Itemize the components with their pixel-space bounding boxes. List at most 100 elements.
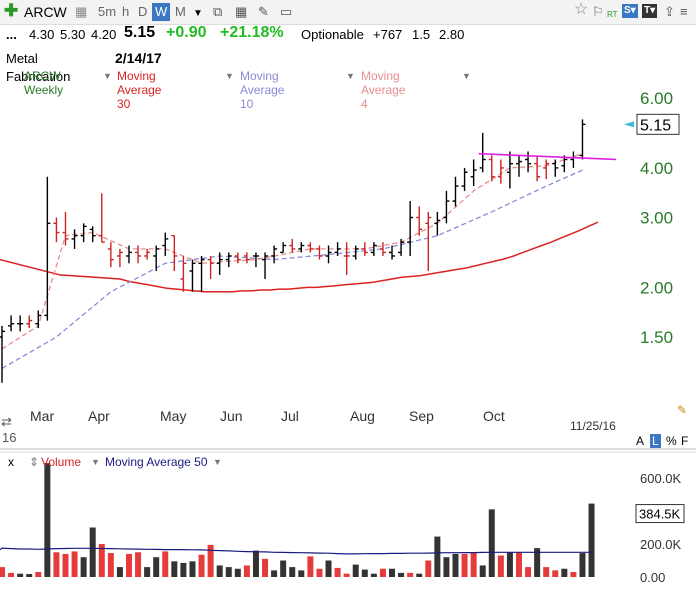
pencil-icon[interactable]: ✎ — [258, 4, 269, 19]
scale-pct[interactable]: % — [666, 434, 677, 448]
volume-tick-label: 600.0K — [640, 471, 682, 486]
volume-bar — [271, 570, 278, 577]
volume-updown-icon[interactable]: ⇕ — [29, 455, 40, 469]
price-bar — [334, 242, 341, 256]
volume-bar — [379, 568, 386, 577]
x-tick-label: Apr — [88, 408, 110, 424]
legend-ma30-caret[interactable]: ▼ — [225, 71, 234, 81]
volume-bar — [588, 503, 595, 577]
t-badge-icon[interactable]: T▾ — [642, 4, 658, 18]
x-tick-label: Aug — [350, 408, 375, 424]
alert-icon[interactable]: ⚐ — [592, 4, 604, 19]
note-icon[interactable]: ▭ — [280, 4, 293, 19]
year-label: 16 — [2, 430, 17, 445]
price-bar — [579, 119, 586, 160]
volume-ma-label[interactable]: Moving Average 50 — [105, 455, 208, 469]
x-tick-label: May — [160, 408, 186, 424]
volume-bar — [525, 567, 532, 577]
price-bar — [216, 252, 223, 275]
price-bar — [207, 255, 214, 279]
add-icon[interactable]: ✚ — [4, 1, 19, 20]
menu-icon[interactable]: ≡ — [680, 4, 688, 19]
legend-ma4-caret[interactable]: ▼ — [462, 71, 471, 81]
volume-ma-caret[interactable]: ▼ — [213, 457, 222, 467]
symbol-label[interactable]: ARCW — [24, 4, 67, 20]
price-bar — [234, 252, 241, 264]
price-bar — [180, 255, 187, 292]
volume-tick-label: 0.00 — [640, 570, 665, 585]
legend-series-caret[interactable]: ▼ — [103, 71, 112, 81]
volume-bar — [434, 536, 441, 577]
interval-d[interactable]: D — [138, 4, 148, 19]
price-bar — [162, 232, 169, 256]
edit-icon[interactable]: ✎ — [677, 403, 688, 417]
legend-series[interactable]: ARCW Weekly — [24, 69, 64, 97]
volume-panel — [0, 463, 595, 577]
volume-bar — [497, 555, 504, 577]
quote-val2: 2.80 — [439, 27, 465, 42]
volume-bar — [153, 557, 160, 577]
s-badge-icon[interactable]: S▾ — [622, 4, 638, 18]
price-bar — [515, 155, 522, 177]
price-tick-label: 3.00 — [640, 209, 673, 228]
last-price-arrow — [624, 121, 634, 128]
dropdown-icon[interactable]: ▼ — [193, 8, 203, 19]
volume-bar — [280, 560, 287, 577]
quote-change-pct: +21.18% — [220, 24, 284, 41]
volume-label[interactable]: Volume — [41, 455, 82, 469]
volume-bar — [80, 557, 87, 577]
price-bar — [62, 211, 69, 246]
volume-bar — [461, 553, 468, 577]
volume-bar — [35, 572, 42, 577]
price-bar — [26, 315, 33, 329]
last-price-box — [636, 113, 680, 135]
star-icon[interactable]: ☆ — [574, 1, 589, 18]
interval-5m[interactable]: 5m — [98, 4, 117, 19]
legend-ma30[interactable]: Moving Average 30 — [117, 69, 162, 111]
price-tick-label: 6.00 — [640, 89, 673, 108]
volume-bar — [17, 573, 24, 577]
interval-h[interactable]: h — [122, 4, 130, 19]
volume-bar — [180, 562, 187, 577]
scale-l[interactable]: L — [650, 434, 661, 448]
interval-w[interactable]: W — [152, 3, 171, 21]
price-bar — [416, 206, 423, 236]
volume-bar — [125, 553, 132, 577]
date-label: 2/14/17 — [115, 50, 162, 66]
chart-style-icon[interactable]: ▦ — [75, 4, 88, 19]
rt-icon[interactable]: RT — [607, 10, 618, 19]
volume-bar — [53, 552, 60, 577]
price-bar — [506, 151, 513, 189]
volume-bar — [470, 552, 477, 577]
volume-bar — [579, 553, 586, 577]
toolbar: ✚ ARCW ▦ 5m h D W M ▼ ⧉ ▦ ✎ ▭ ☆ ⚐ RT S▾ … — [0, 0, 696, 25]
price-bar — [379, 242, 386, 256]
volume-caret[interactable]: ▼ — [91, 457, 100, 467]
price-bar — [452, 176, 459, 207]
price-bar — [135, 245, 142, 264]
scale-f[interactable]: F — [681, 434, 689, 448]
price-bar — [171, 234, 178, 271]
price-bar — [289, 238, 296, 253]
price-bar — [434, 211, 441, 236]
price-bar — [198, 255, 205, 292]
legend-ma10-caret[interactable]: ▼ — [346, 71, 355, 81]
scale-a[interactable]: A — [636, 434, 645, 448]
price-tick-label: 1.50 — [640, 328, 673, 347]
indicator-icon[interactable]: ⧉ — [213, 4, 223, 19]
grid-icon[interactable]: ▦ — [235, 4, 248, 19]
price-bar — [561, 155, 568, 173]
scroll-arrows-icon[interactable]: ⇄ — [1, 414, 12, 429]
price-bar — [552, 159, 559, 177]
price-bar — [570, 151, 577, 168]
price-bar — [497, 159, 504, 184]
volume-bar — [425, 560, 432, 577]
volume-bar — [71, 551, 78, 577]
price-bar — [189, 259, 196, 292]
legend-ma10[interactable]: Moving Average 10 — [240, 69, 285, 111]
interval-m[interactable]: M — [175, 4, 186, 19]
share-icon[interactable]: ⇪ — [664, 4, 675, 19]
volume-close-icon[interactable]: x — [8, 455, 14, 469]
legend-ma4[interactable]: Moving Average 4 — [361, 69, 406, 111]
